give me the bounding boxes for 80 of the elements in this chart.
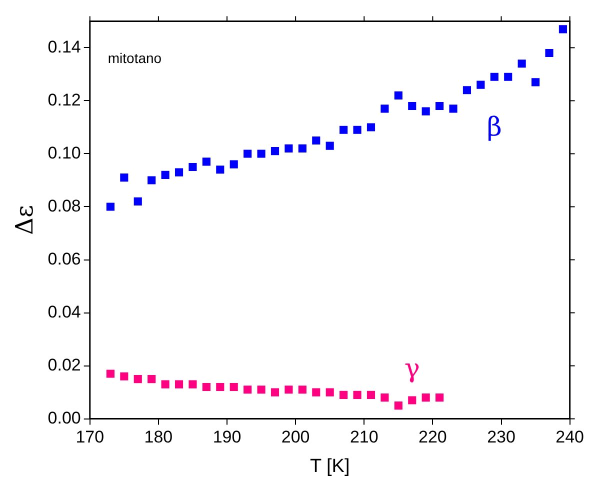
point — [106, 202, 114, 211]
point — [148, 176, 156, 184]
point — [366, 390, 376, 399]
x-tick-label: 190 — [212, 428, 242, 447]
point — [230, 382, 238, 392]
point — [174, 168, 184, 176]
point — [340, 390, 348, 399]
point — [532, 78, 540, 86]
point — [436, 394, 444, 402]
y-tick-label: 0.06 — [48, 249, 81, 268]
point — [134, 197, 142, 206]
x-axis-title: T [K] — [310, 456, 350, 477]
point — [106, 370, 114, 378]
annotation: mitotano — [108, 50, 162, 66]
point — [312, 136, 320, 145]
y-tick-label: 0.00 — [48, 408, 81, 428]
point — [270, 147, 280, 156]
point — [353, 390, 362, 399]
point — [545, 48, 554, 58]
point — [408, 102, 416, 110]
point — [188, 162, 197, 172]
point — [462, 86, 472, 94]
y-axis-title: Δε — [10, 205, 39, 235]
point — [161, 170, 170, 179]
point — [422, 107, 430, 116]
point — [394, 91, 402, 100]
series-label: γ — [404, 354, 420, 384]
series-label: β — [486, 112, 502, 143]
x-tick-label: 210 — [350, 428, 378, 447]
point — [161, 380, 170, 388]
point — [394, 402, 402, 410]
x-tick-label: 230 — [487, 428, 516, 447]
point — [340, 126, 348, 134]
point — [366, 123, 376, 132]
point — [284, 144, 293, 152]
point — [230, 160, 238, 168]
point — [270, 388, 280, 396]
point — [148, 375, 156, 384]
point — [257, 386, 266, 394]
point — [449, 104, 458, 113]
point — [558, 25, 567, 34]
point — [380, 394, 389, 402]
y-tick-label: 0.04 — [48, 302, 81, 322]
x-tick-label: 240 — [556, 428, 584, 447]
y-tick-label: 0.14 — [48, 37, 81, 56]
point — [326, 142, 334, 150]
point — [422, 394, 430, 402]
point — [244, 150, 252, 158]
point — [504, 72, 512, 81]
y-tick-label: 0.02 — [48, 355, 81, 374]
point — [518, 60, 526, 68]
y-tick-label: 0.10 — [48, 143, 81, 162]
point — [174, 380, 184, 388]
point — [436, 102, 444, 110]
x-tick-label: 200 — [281, 428, 310, 447]
point — [476, 80, 485, 89]
point — [380, 104, 389, 113]
point — [257, 150, 266, 158]
point — [244, 386, 252, 394]
y-tick-label: 0.12 — [48, 90, 81, 110]
point — [353, 126, 362, 134]
point — [134, 375, 142, 384]
point — [120, 174, 128, 182]
point — [490, 72, 498, 81]
x-tick-label: 170 — [76, 428, 104, 447]
point — [202, 382, 210, 392]
point — [298, 144, 306, 152]
point — [202, 158, 210, 166]
point — [408, 396, 416, 404]
point — [312, 388, 320, 396]
x-tick-label: 220 — [418, 428, 447, 447]
y-tick-label: 0.08 — [48, 196, 81, 216]
point — [216, 382, 224, 392]
point — [216, 166, 224, 174]
point — [284, 386, 293, 394]
point — [326, 388, 334, 396]
point — [120, 372, 128, 380]
point — [298, 386, 306, 394]
x-tick-label: 180 — [144, 428, 173, 447]
point — [188, 380, 197, 388]
